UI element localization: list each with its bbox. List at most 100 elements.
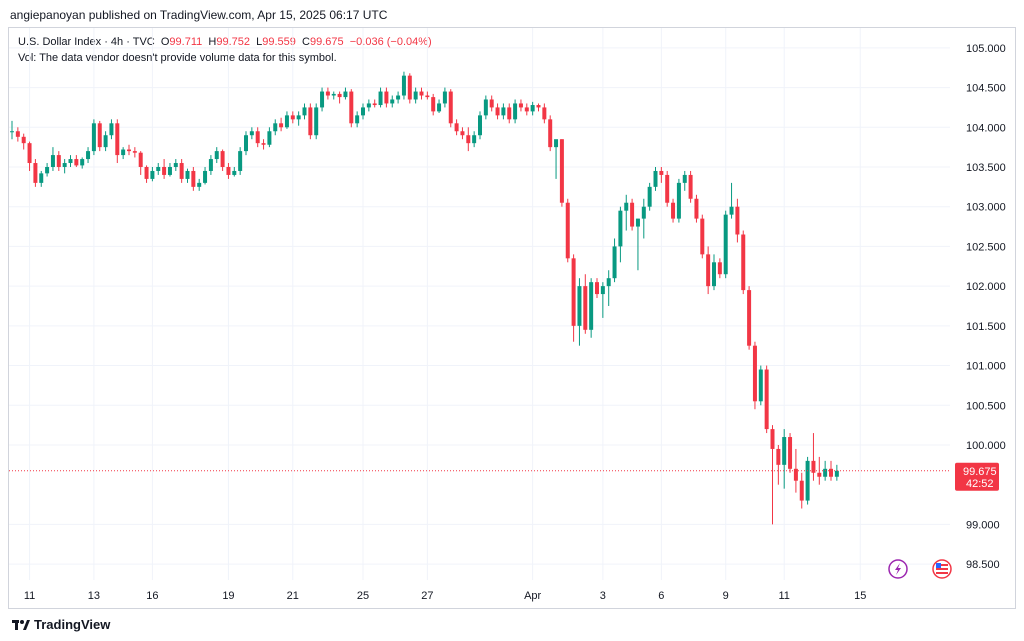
candle-body — [460, 131, 465, 136]
flag-canton-icon — [936, 563, 941, 568]
candle-body — [565, 202, 570, 259]
ohlc-row: U.S. Dollar Index · 4h · TVC O99.711 H99… — [18, 34, 432, 50]
candle-body — [244, 135, 248, 152]
candle-body — [138, 152, 143, 167]
candle-body — [220, 151, 225, 167]
candle-body — [723, 214, 728, 275]
candle-body — [571, 258, 576, 326]
candle-body — [197, 182, 202, 187]
candle-body — [676, 182, 681, 219]
candle-body — [554, 139, 559, 148]
candle-body — [823, 468, 828, 477]
y-tick-label: 105.000 — [966, 43, 1006, 55]
high-value: 99.752 — [216, 36, 250, 48]
candle-body — [156, 166, 161, 171]
candle-body — [80, 159, 85, 166]
candle-body — [442, 91, 447, 104]
brand-name: TradingView — [34, 617, 111, 632]
candle-body — [793, 468, 798, 481]
candle-body — [396, 95, 401, 100]
low-value: 99.559 — [262, 36, 296, 48]
candle-body — [659, 170, 664, 175]
candle-body — [62, 163, 67, 167]
close-value: 99.675 — [309, 36, 344, 48]
candle-body — [688, 174, 693, 199]
candle-body — [764, 369, 769, 430]
symbol-label[interactable]: U.S. Dollar Index · 4h · TVC — [18, 36, 155, 48]
candle-body — [74, 159, 79, 166]
candle-body — [483, 99, 488, 116]
candle-body — [788, 437, 793, 469]
candle-body — [97, 123, 102, 148]
candle-body — [834, 470, 839, 477]
candle-body — [132, 151, 137, 153]
candle-body — [671, 202, 676, 219]
candle-body — [226, 166, 231, 175]
y-tick-label: 104.500 — [966, 83, 1006, 95]
candle-body — [109, 123, 114, 136]
candle-body — [641, 206, 646, 219]
candle-body — [372, 103, 377, 106]
candle-body — [782, 437, 787, 465]
y-tick-label: 101.500 — [966, 321, 1006, 333]
candle-body — [694, 198, 699, 219]
candle-body — [279, 123, 284, 128]
grid-lines — [9, 28, 950, 580]
candle-body — [507, 107, 512, 120]
candle-body — [752, 345, 757, 402]
candle-body — [50, 155, 55, 167]
candle-body — [606, 278, 611, 287]
candle-body — [10, 131, 14, 133]
y-tick-label: 104.000 — [966, 122, 1006, 134]
events-icons — [888, 559, 952, 579]
candle-body — [214, 151, 219, 160]
candle-body — [355, 115, 360, 124]
candle-body — [811, 460, 816, 473]
flag-stripe-icon — [936, 564, 948, 566]
y-tick-label: 102.000 — [966, 281, 1006, 293]
candle-body — [559, 139, 564, 203]
candle-body — [630, 202, 635, 227]
candle-body — [361, 107, 365, 116]
footer-brand[interactable]: TradingView — [12, 617, 110, 632]
x-tick-label: 13 — [88, 590, 100, 602]
candle-body — [735, 206, 740, 235]
candle-body — [413, 91, 418, 100]
candle-body — [425, 95, 430, 98]
candle-body — [805, 460, 810, 501]
y-axis[interactable]: 105.000 104.500 104.000 103.500 103.000 102.5… — [966, 43, 1006, 571]
candle-body — [653, 170, 658, 187]
candle-body — [472, 135, 477, 144]
y-tick-label: 103.500 — [966, 162, 1006, 174]
open-value: 99.711 — [169, 36, 203, 48]
candle-body — [682, 174, 687, 183]
candle-body — [448, 91, 453, 124]
candle-body — [56, 155, 61, 167]
candle-body — [314, 107, 319, 136]
candle-body — [91, 123, 96, 152]
candle-body — [337, 93, 342, 98]
x-tick-label: 11 — [24, 590, 35, 602]
candle-body — [15, 131, 20, 137]
low-label: L — [256, 36, 263, 48]
y-tick-label: 100.500 — [966, 400, 1006, 412]
candle-body — [419, 91, 424, 96]
candle-body — [366, 103, 371, 108]
open-label: O — [160, 36, 170, 48]
publisher-line: angiepanoyan published on TradingView.co… — [10, 8, 388, 22]
y-tick-label: 102.500 — [966, 241, 1006, 253]
candle-body — [624, 202, 629, 211]
candle-body — [478, 115, 482, 136]
x-tick-label: 15 — [854, 590, 866, 602]
candle-body — [384, 91, 389, 104]
x-axis[interactable]: 11 13 16 19 21 25 27 Apr 3 6 9 11 15 — [24, 590, 867, 602]
candle-body — [267, 131, 272, 145]
candle-body — [308, 107, 313, 136]
candle-body — [829, 468, 833, 477]
candle-body — [612, 246, 617, 279]
candle-body — [495, 107, 500, 116]
candle-body — [261, 143, 266, 145]
candle-body — [167, 166, 172, 175]
y-tick-label: 100.000 — [966, 440, 1006, 452]
